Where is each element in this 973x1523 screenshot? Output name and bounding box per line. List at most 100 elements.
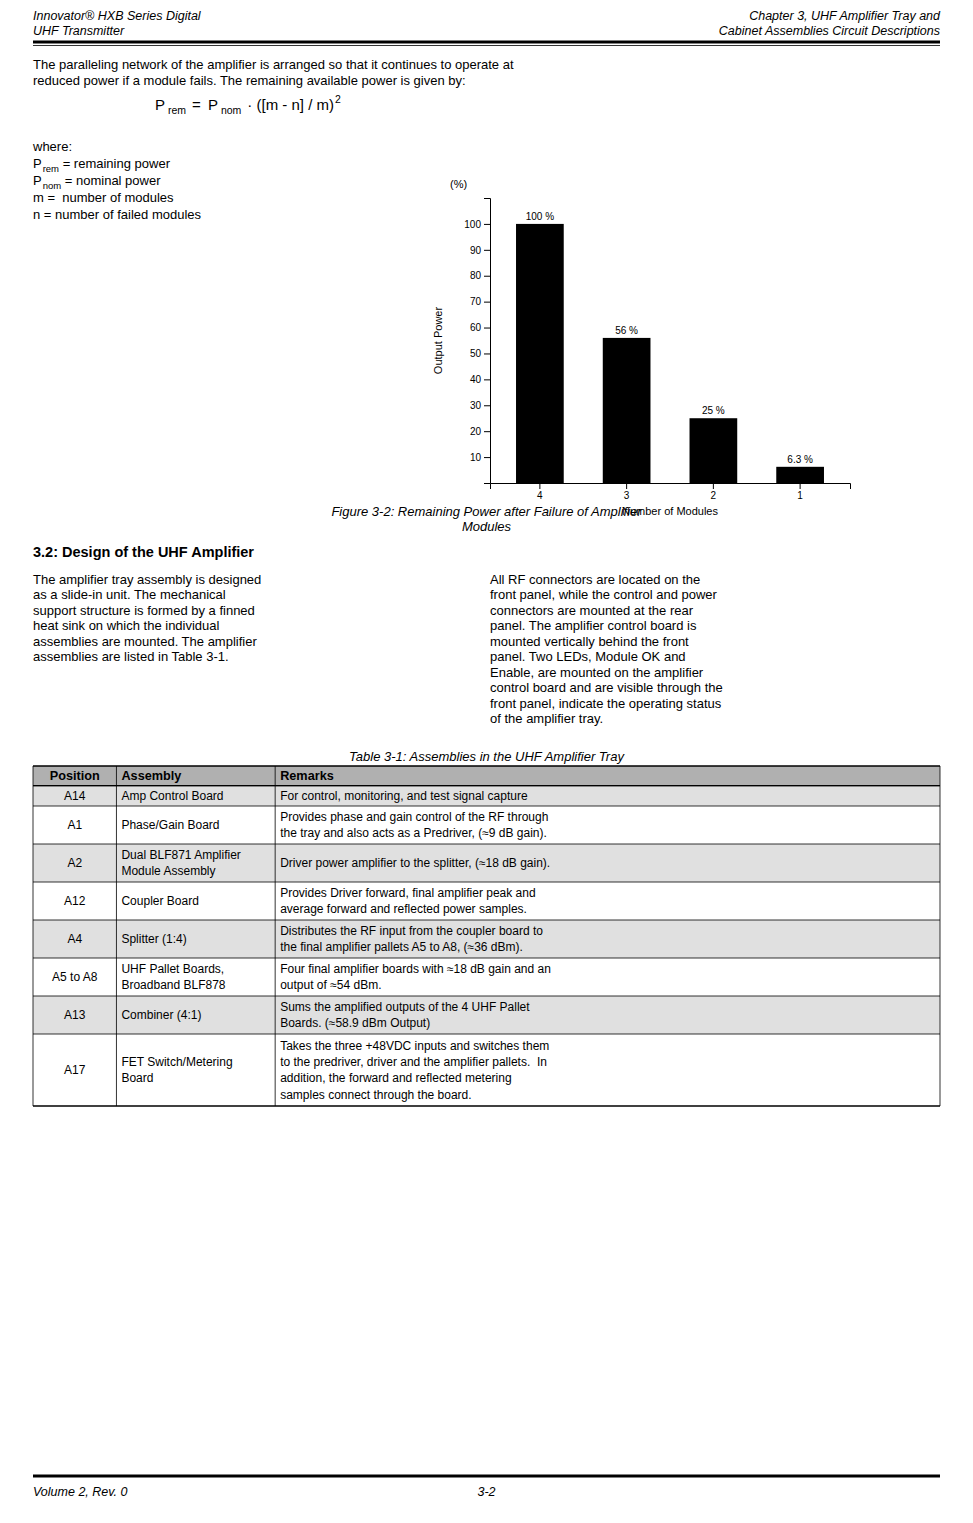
left-column-line: The amplifier tray assembly is designed: [33, 572, 261, 587]
y-tick-mark: [484, 431, 490, 432]
y-tick-mark: [484, 353, 490, 354]
table-column-rule: [33, 786, 34, 806]
table-row: A1Phase/Gain BoardProvides phase and gai…: [33, 806, 940, 844]
table-column-rule: [33, 996, 34, 1034]
table-cell: A13: [64, 1008, 86, 1022]
x-tick: 4: [537, 483, 543, 501]
table-row-background: [33, 766, 940, 786]
right-column-line: panel. Two LEDs, Module OK and: [490, 649, 686, 664]
y-tick-label: 30: [470, 400, 482, 411]
where-text: m = number of modules: [33, 190, 174, 205]
header-right: Cabinet Assemblies Circuit Descriptions: [719, 24, 940, 38]
table-cell: Splitter (1:4): [121, 932, 186, 946]
left-column-line: as a slide-in unit. The mechanical: [33, 587, 226, 602]
page-background: [0, 0, 973, 1523]
bar: [603, 338, 651, 483]
table-row-background: [33, 844, 940, 882]
table-column-rule: [275, 996, 276, 1034]
bars: [516, 224, 824, 483]
table-row: A4 Splitter (1:4) Distributes the RF input…: [33, 920, 940, 958]
y-tick: 80: [470, 270, 490, 281]
y-unit-label: (%): [450, 178, 467, 190]
table-cell-line: A1: [67, 818, 82, 832]
header-rule: [33, 45, 940, 46]
table-cell: A12: [64, 894, 86, 908]
table-row-background: [33, 786, 940, 806]
table-cell: A4: [67, 932, 82, 946]
table-cell-line: Assembly: [121, 769, 181, 783]
data-label: 6.3 %: [787, 454, 813, 465]
table-column-rule: [116, 786, 117, 806]
table-cell-line: to the predriver, driver and the amplifi…: [280, 1055, 547, 1069]
table-row: A2Dual BLF871 AmplifierModule AssemblyDr…: [33, 844, 940, 882]
x-tick: 1: [797, 483, 803, 501]
table-cell-line: A2: [67, 856, 82, 870]
table-column-rule: [275, 882, 276, 920]
table-row: A17FET Switch/MeteringBoardTakes the thr…: [33, 1034, 940, 1106]
table-header-row: Position Assembly Remarks: [33, 766, 940, 786]
x-tick-mark: [713, 483, 714, 489]
table-column-rule: [33, 920, 34, 958]
formula-part: P: [155, 96, 165, 113]
right-column-line: front panel, indicate the operating stat…: [490, 696, 722, 711]
table-cell: Phase/Gain Board: [121, 818, 219, 832]
table-column-rule: [116, 996, 117, 1034]
x-tick-mark: [626, 483, 627, 489]
table-column-rule: [275, 1034, 276, 1106]
table-cell-line: output of ≈54 dBm.: [280, 978, 381, 992]
table-cell: FET Switch/MeteringBoard: [121, 1055, 232, 1085]
right-column-line: panel. The amplifier control board is: [490, 618, 697, 633]
table-header-cell: Assembly: [121, 769, 181, 783]
y-tick-mark: [484, 379, 490, 380]
table-cell: For control, monitoring, and test signal…: [280, 789, 528, 803]
table-title: Table 3-1: Assemblies in the UHF Amplifi…: [349, 749, 625, 764]
table-row: A5 to A8UHF Pallet Boards,Broadband BLF8…: [33, 958, 940, 996]
table-cell-line: Sums the amplified outputs of the 4 UHF …: [280, 1000, 530, 1014]
y-tick-label: 20: [470, 426, 482, 437]
table-row: A14Amp Control BoardFor control, monitor…: [33, 786, 940, 806]
table-cell-line: addition, the forward and reflected mete…: [280, 1071, 511, 1085]
table-cell-line: A17: [64, 1063, 86, 1077]
table-column-rule: [275, 786, 276, 806]
table-cell-line: Amp Control Board: [121, 789, 223, 803]
data-label: 56 %: [615, 325, 638, 336]
y-tick-label: 60: [470, 322, 482, 333]
caption-line: Modules: [462, 519, 512, 534]
right-column-line: mounted vertically behind the front: [490, 634, 689, 649]
table-cell-line: A13: [64, 1008, 86, 1022]
header-right: Chapter 3, UHF Amplifier Tray and: [749, 9, 941, 23]
y-tick-label: 70: [470, 296, 482, 307]
table-cell: Distributes the RF input from the couple…: [280, 924, 543, 954]
table-cell-line: Module Assembly: [121, 864, 215, 878]
table-cell: Coupler Board: [121, 894, 198, 908]
table-row-background: [33, 996, 940, 1034]
body-line: The paralleling network of the amplifier…: [33, 57, 514, 72]
table-column-rule: [275, 806, 276, 844]
table-header-cell: Position: [50, 769, 100, 783]
body-line: reduced power if a module fails. The rem…: [33, 73, 466, 88]
table-cell: A2: [67, 856, 82, 870]
table-column-rule: [275, 766, 276, 786]
formula-part: rem: [168, 104, 186, 116]
x-tick-label: 3: [624, 490, 630, 501]
table-header-cell: Remarks: [280, 769, 334, 783]
right-column-line: All RF connectors are located on the: [490, 572, 700, 587]
table-cell-line: Driver power amplifier to the splitter, …: [280, 856, 550, 870]
table-column-rule: [940, 844, 941, 882]
table-column-rule: [940, 766, 941, 786]
x-tick-mark: [800, 483, 801, 489]
where-subscript: rem: [43, 163, 59, 174]
footer-rule: [33, 1475, 940, 1478]
table-column-rule: [33, 806, 34, 844]
page: Innovator® HXB Series DigitalUHF Transmi…: [0, 0, 973, 1523]
data-labels: 100 %56 %25 %6.3 %: [526, 211, 813, 465]
formula-part: · ([m - n] / m): [247, 96, 334, 113]
right-column-line: Enable, are mounted on the amplifier: [490, 665, 704, 680]
table-column-rule: [940, 882, 941, 920]
data-label: 25 %: [702, 405, 725, 416]
table-cell-line: A5 to A8: [52, 970, 98, 984]
where-text: = nominal power: [61, 173, 161, 188]
y-tick-mark: [484, 405, 490, 406]
y-tick-label: 80: [470, 270, 482, 281]
x-tick: 3: [624, 483, 630, 501]
